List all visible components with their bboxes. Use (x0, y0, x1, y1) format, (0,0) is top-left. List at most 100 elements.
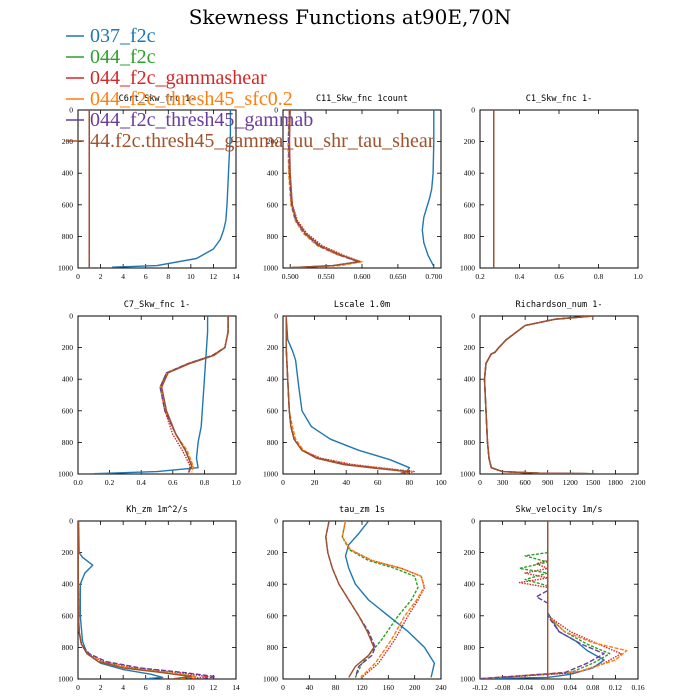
x-tick-label: -0.12 (472, 683, 488, 692)
series-line-037_f2c (344, 521, 436, 678)
y-tick-label: 400 (464, 169, 476, 178)
x-tick-label: 0.0 (73, 478, 83, 487)
x-tick-label: 4 (121, 272, 125, 281)
y-tick-label: 800 (464, 232, 476, 241)
y-tick-label: 0 (471, 312, 475, 321)
series-line-044_f2c_thresh45_gammab (285, 316, 411, 474)
y-tick-label: 800 (464, 643, 476, 652)
y-tick-label: 800 (267, 643, 279, 652)
series-line-044_f2c_gammashear (78, 521, 209, 679)
series-line-044_f2c (285, 316, 411, 474)
series-line-037_f2c (421, 110, 435, 267)
y-tick-label: 1000 (460, 470, 475, 479)
y-tick-label: 800 (267, 232, 279, 241)
x-tick-label: 14 (232, 272, 240, 281)
legend-entry: 037_f2c (90, 25, 156, 47)
panel-frame (77, 520, 237, 680)
panel-frame (479, 315, 639, 475)
series-line-037_f2c (93, 316, 209, 474)
panel-title: C11_Skw_fnc 1count (316, 94, 408, 104)
series-line-044_f2c (480, 521, 611, 679)
y-tick-label: 1000 (263, 264, 278, 273)
y-tick-label: 400 (464, 375, 476, 384)
series-group (285, 316, 415, 474)
x-tick-label: 200 (409, 683, 421, 692)
series-line-044_f2c_thresh45_sfc0.2 (78, 521, 198, 679)
x-tick-label: -0.08 (495, 683, 511, 692)
y-tick-label: 600 (267, 406, 279, 415)
x-tick-label: 10 (187, 683, 195, 692)
y-tick-label: 200 (62, 548, 74, 557)
y-tick-label: 1000 (460, 264, 475, 273)
x-tick-label: 0.00 (541, 683, 554, 692)
y-tick-label: 600 (62, 406, 74, 415)
x-tick-label: 8 (166, 683, 170, 692)
y-tick-label: 600 (464, 611, 476, 620)
y-tick-label: 400 (267, 375, 279, 384)
x-tick-label: 240 (435, 683, 447, 692)
series-line-037_f2c (285, 316, 411, 473)
y-tick-label: 200 (464, 137, 476, 146)
legend-entry: 44.f2c.thresh45_gamma_uu_shr_tau_shear (90, 130, 435, 152)
series-line-044_f2c_gammashear (285, 316, 415, 474)
y-tick-label: 600 (267, 200, 279, 209)
series-line-044_f2c (483, 316, 593, 474)
y-tick-label: 600 (464, 406, 476, 415)
x-tick-label: 0 (76, 272, 80, 281)
x-tick-label: 900 (542, 478, 554, 487)
series-line-44.f2c.thresh45_gamma_uu_shr_tau_shear (483, 316, 593, 474)
panel-3: C1_Skw_fnc 1- 0.2 0.4 0.6 0.8 1.0 0 200 400 600 80… (460, 94, 643, 281)
y-tick-label: 600 (62, 611, 74, 620)
panel-title: Richardson_num 1- (516, 300, 603, 310)
legend-entry: 044_f2c_thresh45_sfc0.2 (90, 88, 293, 110)
y-tick-label: 600 (267, 611, 279, 620)
x-tick-label: 6 (144, 272, 148, 281)
series-line-044_f2c (159, 316, 229, 473)
y-tick-label: 1000 (58, 264, 73, 273)
x-tick-label: 20 (311, 478, 319, 487)
legend-entry: 044_f2c (90, 46, 156, 68)
y-tick-label: 1000 (263, 470, 278, 479)
panel-title: Kh_zm 1m^2/s (126, 505, 187, 515)
y-tick-label: 1000 (58, 470, 73, 479)
series-line-44.f2c.thresh45_gamma_uu_shr_tau_shear (285, 316, 407, 474)
x-tick-label: 0.500 (282, 272, 299, 281)
y-tick-label: 800 (464, 438, 476, 447)
y-tick-label: 0 (69, 517, 73, 526)
series-line-044_f2c_gammashear (483, 316, 593, 474)
legend: 037_f2c044_f2c044_f2c_gammashear044_f2c_… (66, 25, 435, 152)
panel-9: Skw_velocity 1m/s -0.12 -0.08 -0.04 0.00 0.04… (460, 505, 645, 692)
y-tick-label: 0 (274, 106, 278, 115)
y-tick-label: 200 (464, 343, 476, 352)
x-tick-label: 0.2 (105, 478, 115, 487)
x-tick-label: 10 (187, 272, 195, 281)
x-tick-label: 0.6 (168, 478, 178, 487)
x-tick-label: 80 (332, 683, 340, 692)
series-group (78, 521, 217, 679)
x-tick-label: 0.08 (586, 683, 599, 692)
panel-title: C7_Skw_fnc 1- (124, 300, 191, 310)
x-tick-label: 0.650 (389, 272, 406, 281)
panel-7: Kh_zm 1m^2/s 0 2 4 6 8 10 12 14 0 200 400 600 800 1000 (58, 505, 240, 692)
y-tick-label: 1000 (263, 675, 278, 684)
y-tick-label: 800 (62, 232, 74, 241)
y-tick-label: 400 (464, 580, 476, 589)
x-tick-label: 0 (76, 683, 80, 692)
x-tick-label: 600 (520, 478, 532, 487)
y-tick-label: 400 (62, 580, 74, 589)
y-tick-label: 400 (267, 580, 279, 589)
x-tick-label: 12 (210, 272, 218, 281)
x-tick-label: 6 (144, 683, 148, 692)
series-group (480, 521, 628, 679)
x-tick-label: 0.16 (631, 683, 644, 692)
y-tick-label: 200 (267, 343, 279, 352)
panel-title: Lscale 1.0m (334, 300, 390, 310)
x-tick-label: 12 (210, 683, 218, 692)
y-tick-label: 400 (62, 169, 74, 178)
x-tick-label: 0 (281, 478, 285, 487)
series-line-44.f2c.thresh45_gamma_uu_shr_tau_shear (288, 110, 361, 268)
x-tick-label: -0.04 (517, 683, 533, 692)
x-tick-label: 160 (383, 683, 395, 692)
y-tick-label: 1000 (58, 675, 73, 684)
x-tick-label: 0.700 (425, 272, 442, 281)
